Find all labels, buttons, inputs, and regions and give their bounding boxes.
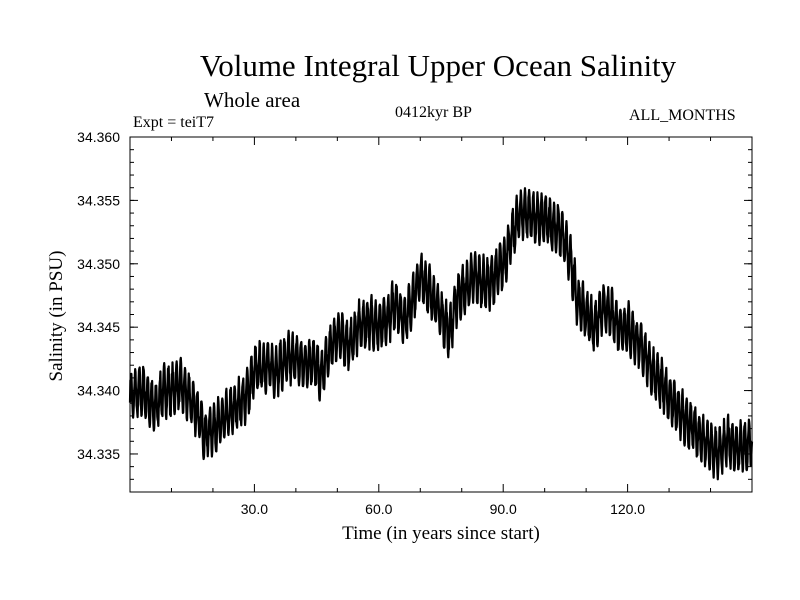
y-tick-label: 34.360 (77, 129, 120, 145)
x-tick-label: 60.0 (365, 501, 392, 517)
months-label: ALL_MONTHS (629, 107, 736, 124)
x-tick-label: 90.0 (490, 501, 517, 517)
y-tick-label: 34.335 (77, 446, 120, 462)
x-axis-label: Time (in years since start) (342, 523, 540, 544)
ticks-layer: 34.335 34.340 34.345 34.350 34.355 34.360 30.0… (77, 129, 752, 517)
x-tick-label: 30.0 (241, 501, 268, 517)
chart-title: Volume Integral Upper Ocean Salinity (199, 48, 677, 83)
experiment-label: Expt = teiT7 (133, 114, 215, 131)
y-tick-label: 34.340 (77, 383, 120, 399)
y-tick-label: 34.350 (77, 256, 120, 272)
chart-subtitle: Whole area (204, 88, 301, 112)
salinity-series-line (128, 187, 754, 481)
period-label: 0412kyr BP (395, 104, 472, 121)
series-layer (128, 187, 754, 481)
x-tick-label: 120.0 (610, 501, 645, 517)
y-tick-label: 34.355 (77, 192, 120, 208)
y-tick-label: 34.345 (77, 319, 120, 335)
